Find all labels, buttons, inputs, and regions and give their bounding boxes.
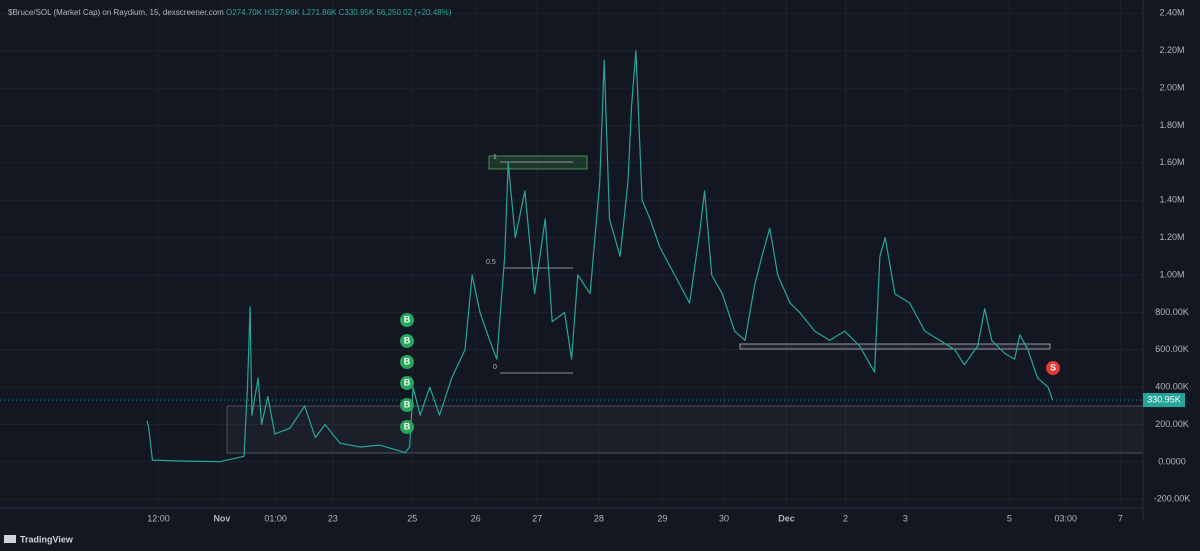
buy-marker — [400, 398, 414, 412]
y-tick-label: 2.40M — [1159, 8, 1184, 18]
high: H327.96K — [264, 8, 300, 17]
buy-label: B — [404, 314, 411, 324]
price-line — [146, 50, 1054, 463]
fib-label: 0 — [493, 364, 497, 371]
y-tick-label: 1.60M — [1159, 157, 1184, 167]
range-box — [226, 405, 1144, 454]
y-tick-label: 600.00K — [1155, 344, 1189, 354]
last-value-label: 330.95K — [1147, 394, 1181, 404]
y-tick-label: -200.00K — [1154, 494, 1191, 504]
last-value-box — [1143, 393, 1185, 408]
y-tick-label: 1.20M — [1159, 232, 1184, 242]
low: L271.86K — [302, 8, 337, 17]
x-tick-label: 25 — [407, 513, 417, 523]
open: O274.70K — [226, 8, 263, 17]
buy-label: B — [404, 377, 411, 387]
y-tick-label: 1.40M — [1159, 195, 1184, 205]
y-tick-label: 800.00K — [1155, 307, 1189, 317]
x-tick-label: Dec — [778, 513, 795, 523]
x-tick-label: Nov — [213, 513, 230, 523]
x-tick-label: 23 — [328, 513, 338, 523]
plot — [0, 50, 1143, 463]
x-tick-label: 5 — [1007, 513, 1012, 523]
x-tick-label: 03:00 — [1054, 513, 1077, 523]
y-tick-label: 2.00M — [1159, 82, 1184, 92]
x-tick-label: 27 — [532, 513, 542, 523]
buy-marker — [400, 376, 414, 390]
y-tick-label: 2.20M — [1159, 45, 1184, 55]
buy-marker — [400, 334, 414, 348]
buy-marker — [400, 420, 414, 434]
x-tick-label: 26 — [471, 513, 481, 523]
grid — [0, 0, 1143, 508]
support-box — [739, 343, 1051, 350]
sell-marker — [1046, 361, 1060, 375]
x-tick-label: 29 — [657, 513, 667, 523]
x-tick-label: 3 — [903, 513, 908, 523]
x-tick-label: 01:00 — [264, 513, 287, 523]
logo — [4, 535, 16, 543]
zone-box — [488, 155, 588, 170]
y-tick-label: 0.0000 — [1158, 456, 1186, 466]
y-tick-label: 400.00K — [1155, 382, 1189, 392]
sell-label: S — [1050, 362, 1056, 372]
buy-label: B — [404, 399, 411, 409]
x-tick-label: 7 — [1118, 513, 1123, 523]
x-tick-label: 12:00 — [147, 513, 170, 523]
x-tick-label: 30 — [719, 513, 729, 523]
buy-label: B — [404, 335, 411, 345]
change: 56,250.02 (+20.48%) — [376, 8, 451, 17]
y-tick-label: 200.00K — [1155, 419, 1189, 429]
buy-marker — [400, 355, 414, 369]
y-tick-label: 1.80M — [1159, 120, 1184, 130]
footer: TradingView — [20, 534, 74, 544]
buy-label: B — [404, 356, 411, 366]
buy-label: B — [404, 421, 411, 431]
buy-marker — [400, 313, 414, 327]
y-tick-label: 1.00M — [1159, 269, 1184, 279]
close: C330.95K — [339, 8, 375, 17]
fib-label: 0.5 — [486, 259, 496, 266]
header: $Bruce/SOL (Market Cap) on Raydium, 15, … — [8, 8, 452, 17]
symbol: $Bruce/SOL (Market Cap) on Raydium, 15, … — [8, 8, 224, 17]
fib-label: 1 — [493, 154, 497, 161]
x-tick-label: 2 — [843, 513, 848, 523]
x-tick-label: 28 — [594, 513, 604, 523]
buy-markers: B B B B B B — [400, 313, 414, 434]
